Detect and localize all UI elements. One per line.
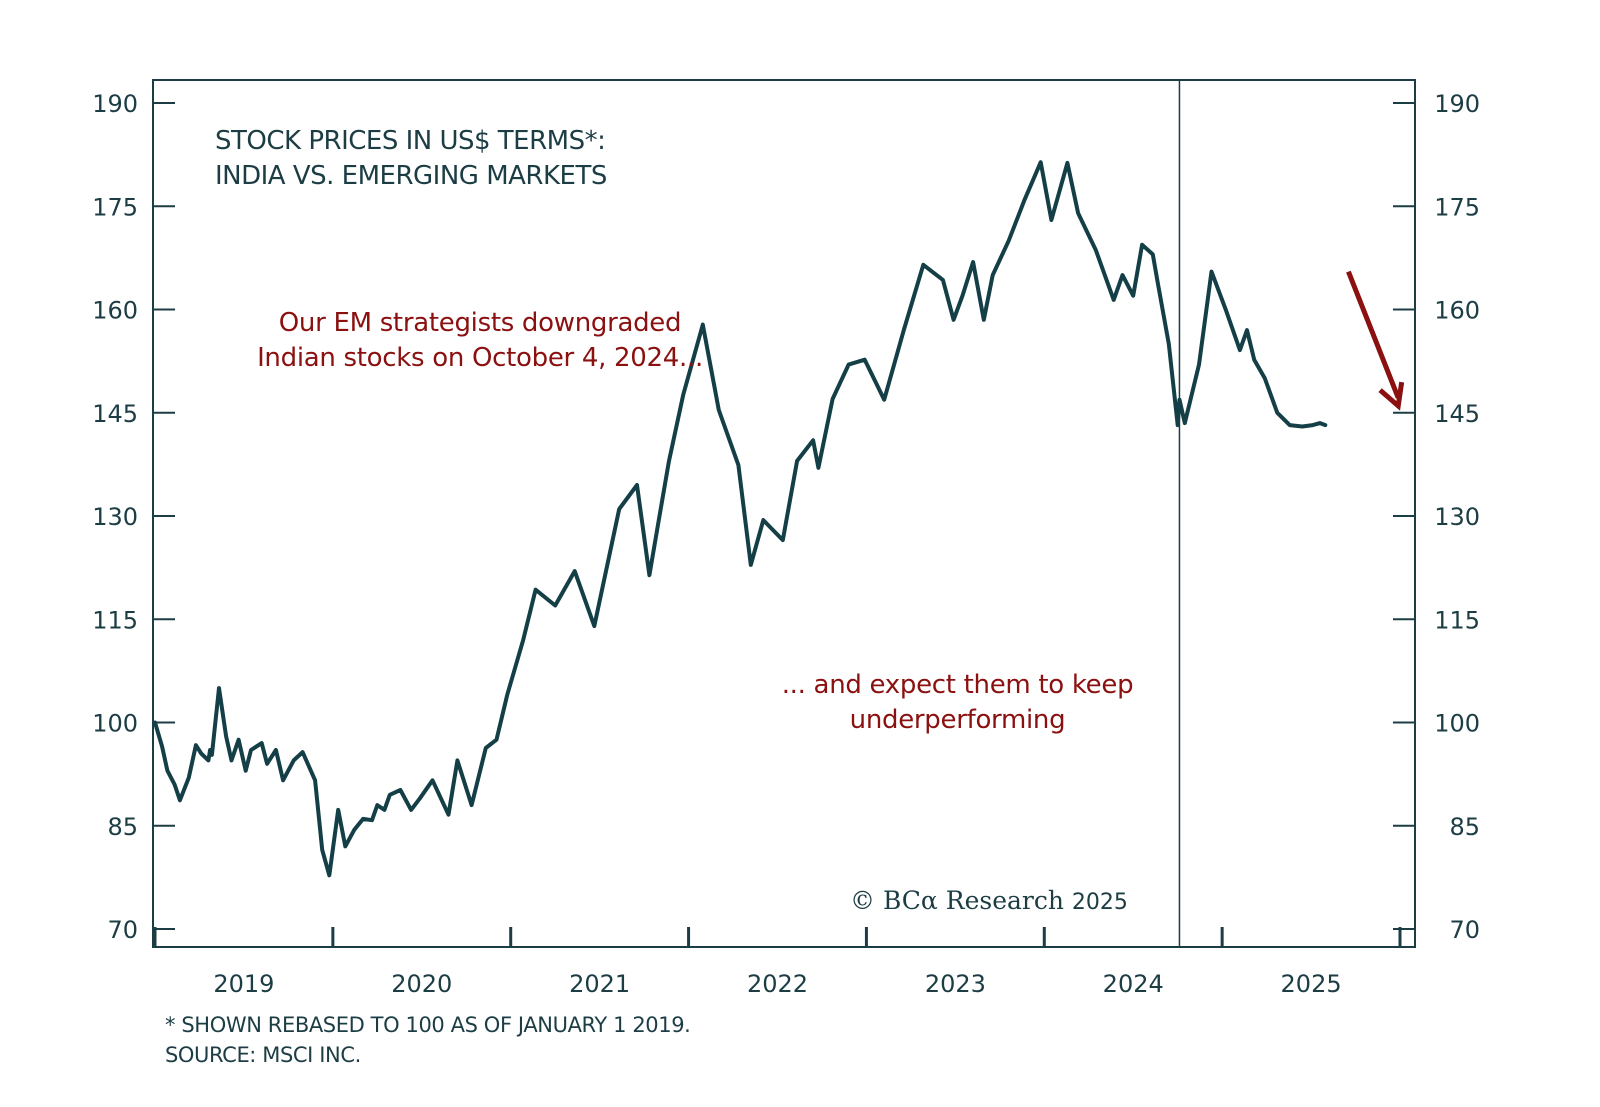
annotation-downgrade-line1: Our EM strategists downgraded [278,308,682,338]
footnote: * SHOWN REBASED TO 100 AS OF JANUARY 1 2… [165,1013,691,1037]
plot-frame [152,79,1416,948]
y-tick-label-right: 160 [1434,297,1480,325]
y-tick-label-right: 175 [1434,193,1480,221]
annotation-outlook-line1: ... and expect them to keep [781,670,1134,700]
annotation-outlook: ... and expect them to keep underperform… [745,668,1170,738]
chart-title: STOCK PRICES IN US$ TERMS*: INDIA VS. EM… [215,124,607,194]
y-tick-label-right: 85 [1449,813,1480,841]
x-tick-label: 2023 [925,970,986,998]
y-axis-left: 70 85 100 115 130 145 160 175 190 [92,90,175,944]
x-tick-label: 2019 [213,970,274,998]
y-tick-label-right: 100 [1434,710,1480,738]
x-tick-label: 2022 [747,970,808,998]
x-tick-label: 2024 [1103,970,1164,998]
x-tick-label: 2025 [1281,970,1342,998]
y-tick-label-left: 175 [92,193,138,221]
annotation-outlook-line2: underperforming [849,705,1066,735]
chart-title-line2: INDIA VS. EMERGING MARKETS [215,161,607,191]
y-tick-label-left: 130 [92,503,138,531]
y-tick-label-left: 145 [92,400,138,428]
y-tick-label-left: 70 [107,916,138,944]
y-axis-right: 70 85 100 115 130 145 160 175 190 [1393,90,1480,944]
arrow-shaft [1346,270,1401,399]
copyright-year: 2025 [1071,890,1128,915]
y-tick-label-right: 190 [1434,90,1480,118]
y-tick-label-left: 100 [92,710,138,738]
y-tick-label-left: 160 [92,297,138,325]
y-tick-label-left: 115 [92,606,138,634]
annotation-downgrade-line2: Indian stocks on October 4, 2024... [257,343,703,373]
series-line-india-vs-em [153,160,1328,878]
copyright-notice: © BCα Research 2025 [850,886,1128,915]
source-note: SOURCE: MSCI INC. [165,1043,361,1067]
down-trend-arrow-icon [1346,270,1405,411]
copyright-brand: © BCα Research [850,886,1064,915]
y-tick-label-left: 85 [107,813,138,841]
y-tick-label-left: 190 [92,90,138,118]
annotation-downgrade: Our EM strategists downgraded Indian sto… [225,306,735,376]
x-tick-label: 2021 [569,970,630,998]
y-tick-label-right: 115 [1434,606,1480,634]
chart-title-line1: STOCK PRICES IN US$ TERMS*: [215,126,606,156]
y-tick-label-right: 70 [1449,916,1480,944]
arrow-head [1378,381,1405,411]
x-axis: 2019 2020 2021 2022 2023 2024 2025 [153,927,1402,998]
y-tick-label-right: 130 [1434,503,1480,531]
x-tick-label: 2020 [391,970,452,998]
y-tick-label-right: 145 [1434,400,1480,428]
